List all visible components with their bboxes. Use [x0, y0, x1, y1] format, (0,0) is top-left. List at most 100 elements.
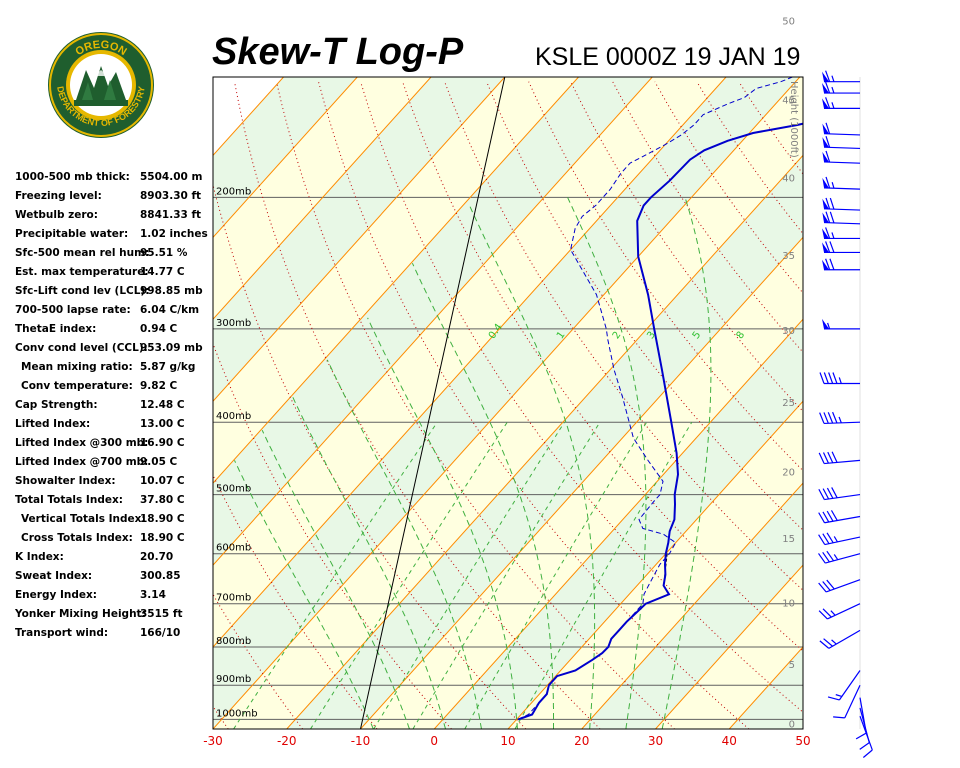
height-tick-label: 35 — [782, 251, 795, 262]
wind-barb-full — [819, 412, 825, 424]
pressure-label: 1000mb — [216, 708, 258, 719]
wind-barb-half — [831, 639, 837, 645]
wind-barb-flag — [822, 212, 830, 223]
wind-barb-flag — [822, 318, 830, 329]
wind-barb — [822, 150, 861, 164]
wind-barb-full — [818, 553, 826, 564]
wind-barb — [827, 670, 861, 701]
wind-barb-staff — [824, 133, 861, 136]
wind-barb-full — [819, 640, 830, 649]
index-label: 700-500 lapse rate: — [15, 304, 131, 316]
wind-barb — [822, 70, 860, 83]
index-value: 12.48 C — [140, 399, 185, 411]
index-label: Transport wind: — [15, 627, 109, 639]
wind-barb-full — [825, 241, 831, 253]
wind-barb-staff — [827, 603, 861, 620]
wind-barb-full — [827, 451, 834, 464]
index-row: Conv temperature: 9.82 C — [15, 377, 215, 396]
mixing-ratio-line — [514, 421, 693, 729]
x-tick-label: 40 — [722, 734, 737, 748]
wind-barb-full — [818, 488, 825, 500]
index-label: Freezing level: — [15, 190, 102, 202]
index-value: 14.77 C — [140, 266, 185, 278]
wind-barb — [822, 81, 860, 94]
isotherm-line — [433, 318, 803, 729]
height-tick-label: 20 — [782, 468, 795, 479]
wind-barb-full — [818, 610, 828, 620]
mixing-ratio-label: 5 — [691, 330, 704, 342]
wind-barb-full — [829, 258, 835, 270]
isotherm-line — [213, 77, 432, 321]
moist-adiabat — [367, 317, 518, 729]
index-value: 3.14 — [140, 589, 166, 601]
wind-barb-full — [822, 511, 830, 523]
index-row: Conv cond level (CCL): 953.09 mb — [15, 339, 215, 358]
index-label: Conv cond level (CCL): — [15, 342, 148, 354]
wind-barb — [819, 372, 860, 385]
height-tick-label: 25 — [782, 398, 795, 409]
wind-barb — [818, 510, 861, 524]
wind-barb-flag — [822, 242, 830, 253]
moist-adiabat — [661, 197, 712, 729]
dry-adiabat — [570, 81, 803, 412]
dry-adiabat — [213, 183, 527, 729]
wind-barb-full — [833, 716, 845, 719]
wind-barb-flag — [822, 83, 830, 94]
wind-barb-half — [831, 182, 835, 189]
index-row: Total Totals Index: 37.80 C — [15, 491, 215, 510]
wind-barb-full — [823, 372, 829, 384]
index-value: 1.02 inches — [140, 228, 208, 240]
height-tick-label: 5 — [789, 660, 795, 671]
pressure-label: 600mb — [216, 543, 251, 554]
isotherm-line — [360, 236, 803, 729]
wind-barb — [822, 258, 860, 271]
wind-barb-full — [825, 258, 831, 270]
wind-barb — [822, 197, 861, 211]
svg-text:OREGON: OREGON — [73, 39, 128, 58]
index-label: ThetaE index: — [15, 323, 97, 335]
wind-barb-flag — [822, 151, 830, 163]
wind-barb-full — [829, 197, 835, 210]
height-tick-label: 30 — [782, 326, 795, 337]
wind-barb-half — [831, 232, 835, 239]
isotherm-line — [802, 728, 803, 729]
mixing-ratio-line — [464, 421, 648, 729]
wind-barb-full — [829, 241, 835, 253]
wind-barb — [819, 629, 861, 649]
wind-barb — [818, 451, 861, 465]
x-tick-label: 20 — [574, 734, 589, 748]
wind-barb-flag — [822, 98, 830, 109]
wind-barb-full — [825, 197, 831, 210]
wind-barb-full — [825, 122, 831, 135]
wind-barb — [859, 715, 873, 758]
x-tick-label: -20 — [277, 734, 297, 748]
x-tick-label: 50 — [795, 734, 810, 748]
station-time-label: KSLE 0000Z 19 JAN 19 — [535, 43, 801, 71]
wind-barb-staff — [824, 208, 861, 211]
wind-barb-full — [822, 452, 829, 464]
mixing-ratio-line — [310, 421, 508, 729]
wind-barb-full — [823, 412, 829, 424]
index-value: 6.04 C/km — [140, 304, 200, 316]
wind-barb-staff — [824, 459, 861, 465]
wind-barb-staff — [824, 187, 861, 190]
mixing-ratio-line — [233, 421, 438, 729]
wind-barb-half — [827, 322, 831, 330]
index-value: 3515 ft — [140, 608, 183, 620]
x-tick-label: 10 — [500, 734, 515, 748]
pressure-label: 500mb — [216, 484, 251, 495]
index-label: Cap Strength: — [15, 399, 98, 411]
mixing-ratio-line — [412, 421, 601, 729]
index-row: ThetaE index: 0.94 C — [15, 320, 215, 339]
wind-barb-full — [825, 97, 831, 109]
wind-barb-half — [831, 75, 835, 82]
wind-barb-staff — [825, 579, 861, 593]
index-label: Lifted Index @700 mb: — [15, 456, 149, 468]
index-label: Sfc-500 mean rel hum: — [15, 247, 150, 259]
wind-barb-staff — [824, 221, 861, 225]
wind-barb-full — [827, 412, 834, 424]
index-label: Sweat Index: — [15, 570, 93, 582]
wind-barb — [818, 550, 861, 564]
index-label: K Index: — [15, 551, 64, 563]
wind-barb-flag — [822, 71, 830, 82]
